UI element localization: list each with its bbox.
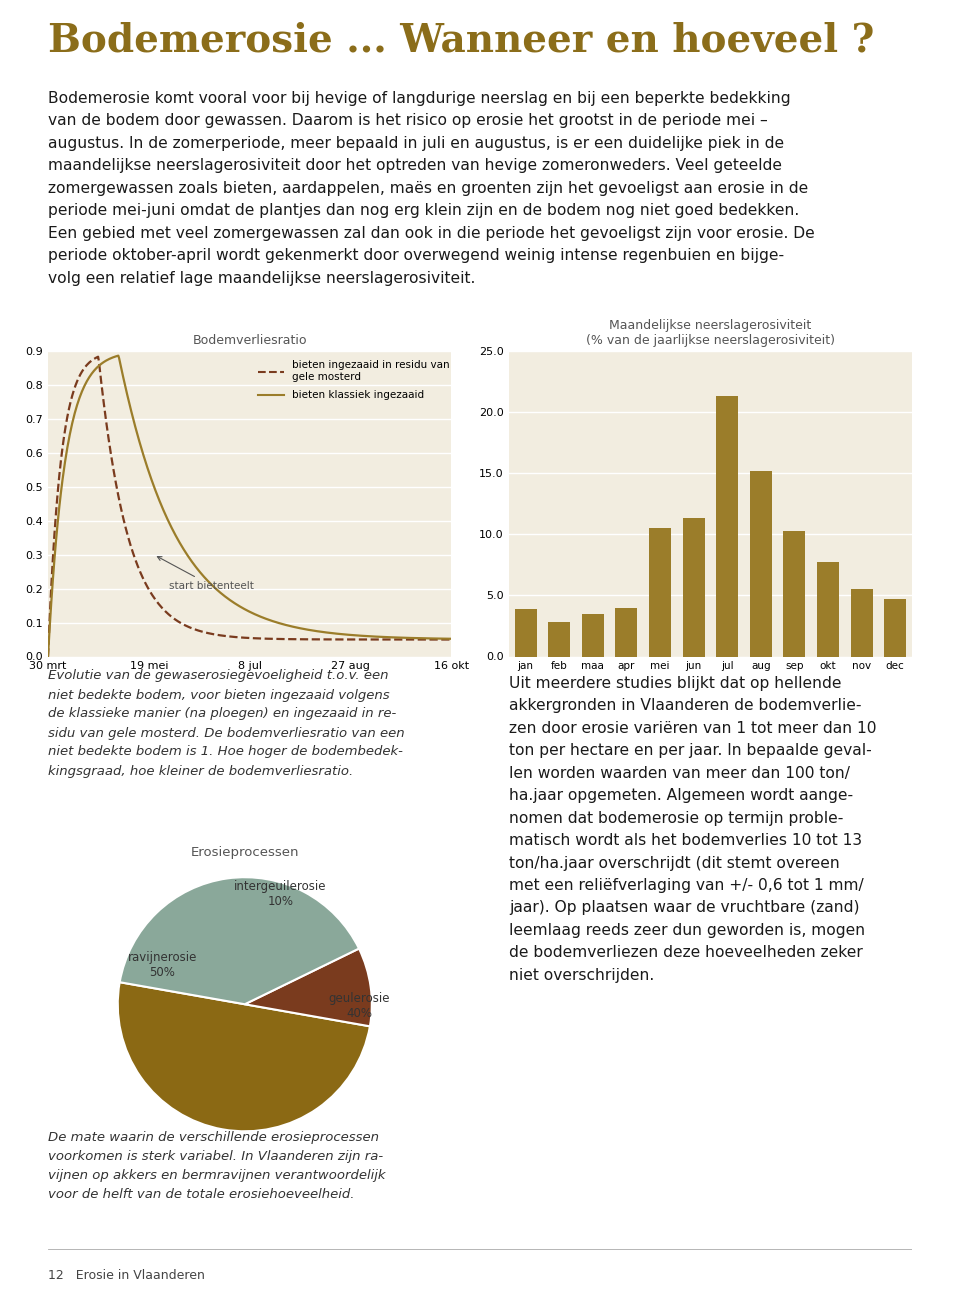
Bar bbox=[515, 608, 537, 657]
Wedge shape bbox=[118, 983, 370, 1131]
Text: Evolutie van de gewaserosiegevoeligheid t.o.v. een
niet bedekte bodem, voor biet: Evolutie van de gewaserosiegevoeligheid … bbox=[48, 670, 404, 777]
Bar bbox=[783, 530, 805, 656]
Title: Maandelijkse neerslagerosiviteit
(% van de jaarlijkse neerslagerosiviteit): Maandelijkse neerslagerosiviteit (% van … bbox=[586, 318, 835, 347]
Text: Bodemerosie komt vooral voor bij hevige of langdurige neerslag en bij een beperk: Bodemerosie komt vooral voor bij hevige … bbox=[48, 91, 815, 286]
Bar bbox=[548, 623, 570, 656]
Bar bbox=[716, 396, 738, 656]
Text: Bodemerosie ... Wanneer en hoeveel ?: Bodemerosie ... Wanneer en hoeveel ? bbox=[48, 21, 875, 60]
Bar bbox=[683, 519, 705, 656]
Bar bbox=[851, 589, 873, 656]
Bar bbox=[750, 471, 772, 656]
Text: 12   Erosie in Vlaanderen: 12 Erosie in Vlaanderen bbox=[48, 1269, 204, 1282]
Title: Bodemverliesratio: Bodemverliesratio bbox=[192, 334, 307, 347]
Bar bbox=[582, 614, 604, 657]
Text: start bietenteelt: start bietenteelt bbox=[157, 556, 253, 590]
Text: intergeuilerosie
10%: intergeuilerosie 10% bbox=[234, 880, 326, 909]
Text: geulerosie
40%: geulerosie 40% bbox=[328, 992, 390, 1020]
Legend: bieten ingezaaid in residu van
gele mosterd, bieten klassiek ingezaaid: bieten ingezaaid in residu van gele most… bbox=[253, 356, 454, 404]
Text: De mate waarin de verschillende erosieprocessen
voorkomen is sterk variabel. In : De mate waarin de verschillende erosiepr… bbox=[48, 1131, 386, 1201]
Wedge shape bbox=[120, 878, 359, 1004]
Wedge shape bbox=[245, 949, 372, 1026]
Bar bbox=[884, 599, 906, 656]
Bar bbox=[649, 528, 671, 656]
Bar bbox=[615, 607, 637, 656]
Title: Erosieprocessen: Erosieprocessen bbox=[190, 846, 300, 859]
Bar bbox=[817, 563, 839, 656]
Text: Uit meerdere studies blijkt dat op hellende
akkergronden in Vlaanderen de bodemv: Uit meerdere studies blijkt dat op helle… bbox=[509, 676, 876, 983]
Text: ravijnerosie
50%: ravijnerosie 50% bbox=[128, 952, 197, 979]
